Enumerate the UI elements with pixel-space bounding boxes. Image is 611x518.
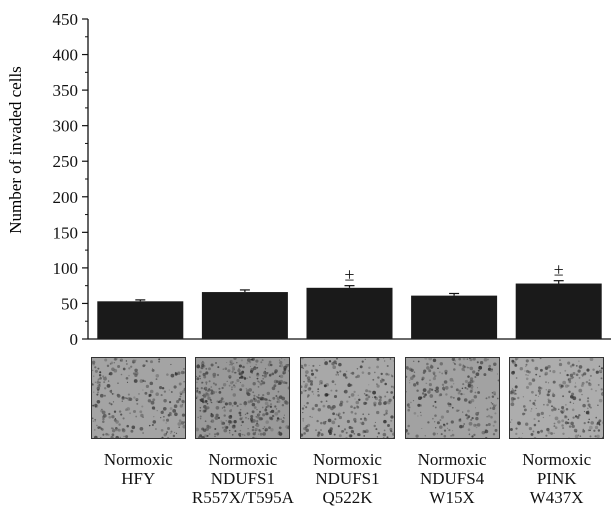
y-tick-label: 50 <box>61 294 78 313</box>
y-tick-label: 400 <box>53 46 79 65</box>
y-tick-label: 150 <box>53 223 79 242</box>
category-label-line: W437X <box>529 488 584 507</box>
category-label-line: Normoxic <box>313 450 382 469</box>
category-label: Normoxic HFY <box>79 450 197 488</box>
category-label-line: PINK <box>536 469 577 488</box>
category-label: Normoxic PINK W437X <box>498 450 611 507</box>
axes: 0 50 100 150 200 250 300 350 400 450 <box>53 10 611 349</box>
micrograph-ndufs4-w15x <box>404 357 500 439</box>
category-label: Normoxic NDUFS4 W15X <box>393 450 511 507</box>
bar <box>515 283 602 339</box>
y-tick-label: 450 <box>53 10 79 29</box>
category-label-line: Q522K <box>322 488 373 507</box>
micrograph-hfy <box>90 357 186 439</box>
bar <box>201 292 288 339</box>
bar <box>306 287 393 339</box>
micrograph-texture <box>91 358 185 438</box>
category-label-line: Normoxic <box>208 450 278 469</box>
significance-marker: ± <box>554 260 564 280</box>
category-label-line: R557X/T595A <box>191 488 294 507</box>
bar <box>97 301 184 339</box>
micrograph-pink-w437x <box>509 357 605 439</box>
category-label-line: HFY <box>121 469 156 488</box>
category-label-line: W15X <box>429 488 475 507</box>
micrograph-texture <box>405 358 499 438</box>
y-tick-label: 0 <box>70 330 79 349</box>
bar <box>411 295 498 339</box>
y-tick-label: 350 <box>53 81 79 100</box>
micrograph-texture <box>196 358 290 438</box>
category-label-line: NDUFS1 <box>210 469 276 488</box>
y-tick-label: 250 <box>53 152 79 171</box>
micrograph-texture <box>510 358 604 438</box>
y-tick-label: 300 <box>53 117 79 136</box>
bars: ± ± <box>97 260 602 339</box>
category-label-line: Normoxic <box>522 450 592 469</box>
category-label-line: Normoxic <box>103 450 173 469</box>
micrograph-texture <box>301 358 394 438</box>
y-tick-label: 200 <box>53 188 79 207</box>
micrograph-ndufs1-q522k <box>300 357 395 439</box>
significance-marker: ± <box>345 265 355 285</box>
micrograph-ndufs1-r557x <box>195 357 291 439</box>
category-label: Normoxic NDUFS1 R557X/T595A <box>184 450 302 507</box>
y-tick-label: 100 <box>53 259 79 278</box>
category-label-line: NDUFS4 <box>419 469 485 488</box>
category-label-line: NDUFS1 <box>315 469 380 488</box>
category-label: Normoxic NDUFS1 Q522K <box>289 450 407 507</box>
y-axis-label: Number of invaded cells <box>6 66 25 234</box>
category-label-line: Normoxic <box>417 450 487 469</box>
